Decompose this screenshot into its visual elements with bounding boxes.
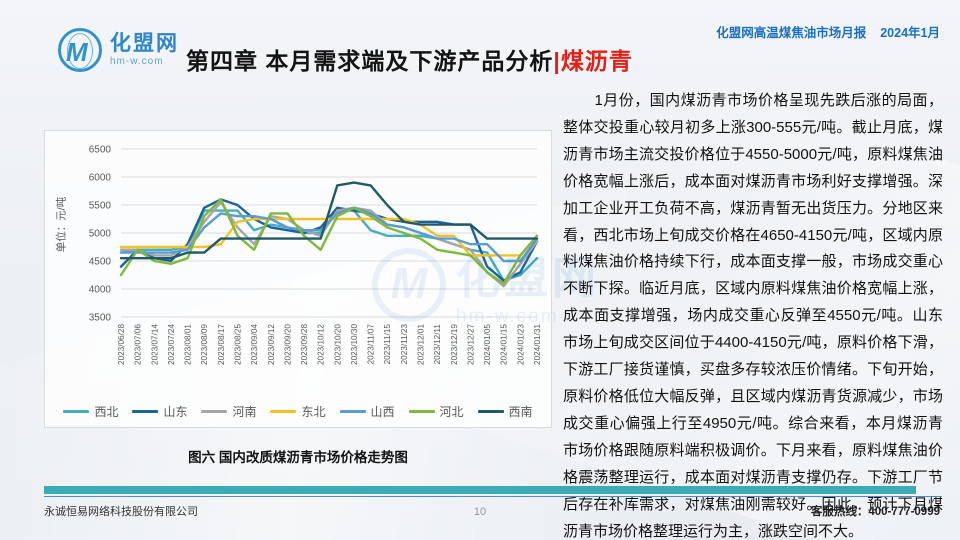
report-name: 化盟网高温煤焦油市场月报 <box>716 26 867 40</box>
y-tick-label: 5000 <box>89 229 112 240</box>
x-tick-label: 2023/06/28 <box>117 324 126 365</box>
legend-swatch-icon <box>477 410 504 413</box>
x-tick-label: 2023/12/01 <box>417 324 426 365</box>
x-tick-label: 2023/08/01 <box>184 324 193 365</box>
footer-hotline: 客服热线：400-777-0999 <box>810 506 940 518</box>
price-chart-svg: 3500 4000 4500 5000 5500 6000 6500 2023/06/28 20… <box>89 145 542 365</box>
x-tick-label: 2023/07/24 <box>167 324 176 365</box>
page-title-main: 第四章 本月需求端及下游产品分析 <box>186 48 554 74</box>
legend-swatch-icon <box>339 410 366 413</box>
analysis-paragraph: 1月份，国内煤沥青市场价格呈现先跌后涨的局面，整体交投重心较月初多上涨300-5… <box>563 92 943 540</box>
page-title: 第四章 本月需求端及下游产品分析|煤沥青 <box>186 42 633 76</box>
footer-divider-line <box>44 496 942 497</box>
x-tick-label: 2024/01/31 <box>533 324 542 365</box>
x-tick-label: 2023/08/25 <box>234 324 243 365</box>
legend-item: 东北 <box>270 403 326 420</box>
logo-text: 化盟网 hm-w.com <box>110 33 179 67</box>
logo-monogram: M <box>66 37 88 67</box>
legend-item: 河北 <box>408 403 464 420</box>
legend-item: 河南 <box>201 403 256 420</box>
legend-item: 山东 <box>132 403 187 420</box>
x-tick-label: 2023/10/30 <box>350 324 359 365</box>
legend-swatch-icon <box>201 410 228 413</box>
series-line-河北 <box>119 198 539 285</box>
page-number: 10 <box>473 506 487 518</box>
x-tick-label: 2023/11/15 <box>383 324 392 365</box>
y-tick-label: 6000 <box>89 173 112 184</box>
legend-swatch-icon <box>132 410 159 413</box>
legend-label: 西北 <box>94 405 119 419</box>
x-tick-label: 2023/11/23 <box>400 324 409 365</box>
x-tick-label: 2023/09/28 <box>300 324 309 365</box>
y-tick-label: 4500 <box>89 257 112 268</box>
x-tick-label: 2023/12/11 <box>433 324 442 365</box>
legend-item: 西北 <box>63 403 118 420</box>
x-tick-label: 2024/01/05 <box>483 324 492 365</box>
report-header-label: 化盟网高温煤焦油市场月报 2024年1月 <box>716 22 940 41</box>
x-tick-label: 2023/10/20 <box>333 324 342 365</box>
x-tick-label: 2023/07/06 <box>134 324 143 365</box>
logo-brand-name: 化盟网 <box>110 32 179 55</box>
x-tick-label: 2023/08/09 <box>200 324 209 365</box>
x-tick-label: 2023/09/12 <box>267 324 276 365</box>
y-tick-label: 3500 <box>89 313 112 324</box>
globe-m-logo-icon: M <box>58 28 102 72</box>
legend-swatch-icon <box>270 410 297 413</box>
footer-accent-bar <box>44 486 916 494</box>
x-tick-label: 2023/12/19 <box>450 324 459 365</box>
legend-label: 河北 <box>439 405 464 419</box>
brand-logo: M 化盟网 hm-w.com <box>58 28 179 72</box>
y-tick-label: 5500 <box>89 201 112 212</box>
report-period: 2024年1月 <box>880 26 940 40</box>
legend-item: 西南 <box>477 403 533 420</box>
x-tick-label: 2023/07/14 <box>150 324 159 365</box>
y-tick-label: 4000 <box>89 285 112 296</box>
logo-domain: hm-w.com <box>110 56 164 67</box>
x-tick-label: 2024/01/15 <box>500 324 509 365</box>
footer-company: 永诚恒易网络科技股份有限公司 <box>44 506 198 518</box>
x-tick-label: 2023/09/04 <box>250 324 259 365</box>
figure-caption: 图六 国内改质煤沥青市场价格走势图 <box>188 450 408 465</box>
x-tick-label: 2023/12/27 <box>466 324 475 365</box>
legend-label: 河南 <box>232 405 257 419</box>
chart-legend: 西北 山东 河南 东北 山西 河北 西南 <box>45 403 551 420</box>
x-tick-label: 2023/11/07 <box>367 324 376 365</box>
legend-swatch-icon <box>63 410 90 413</box>
legend-label: 西南 <box>508 405 533 419</box>
legend-label: 山东 <box>163 405 188 419</box>
legend-swatch-icon <box>408 410 435 413</box>
x-tick-label: 2023/08/17 <box>217 324 226 365</box>
x-tick-label: 2024/01/23 <box>516 324 525 365</box>
x-tick-label: 2023/09/20 <box>283 324 292 365</box>
page-title-highlight: |煤沥青 <box>553 48 633 74</box>
legend-label: 山西 <box>370 405 395 419</box>
x-tick-label: 2023/10/12 <box>317 324 326 365</box>
series-line-西南 <box>119 181 539 260</box>
y-tick-label: 6500 <box>89 145 112 156</box>
legend-item: 山西 <box>339 403 395 420</box>
legend-label: 东北 <box>301 405 326 419</box>
series-line-山西 <box>119 206 539 263</box>
price-chart-panel: 单位：元/吨 3500 4000 4500 5000 5500 6000 6500 2023/… <box>44 130 552 428</box>
